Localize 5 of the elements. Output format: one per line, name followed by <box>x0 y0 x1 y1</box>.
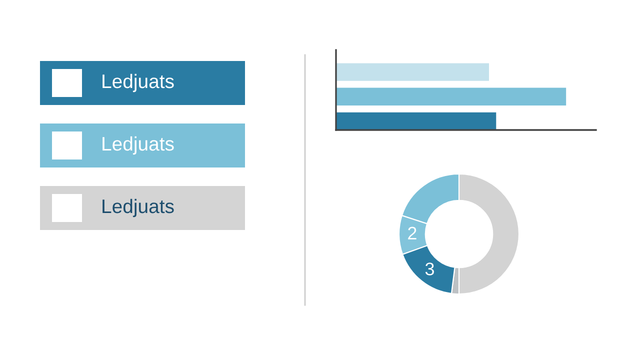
slice-label: 2 <box>408 226 416 240</box>
text: Ledjuats <box>102 136 174 155</box>
text: Ledjuats <box>102 198 174 218</box>
text: Ledjuats <box>102 74 174 92</box>
slice-label: 3 <box>425 262 434 276</box>
